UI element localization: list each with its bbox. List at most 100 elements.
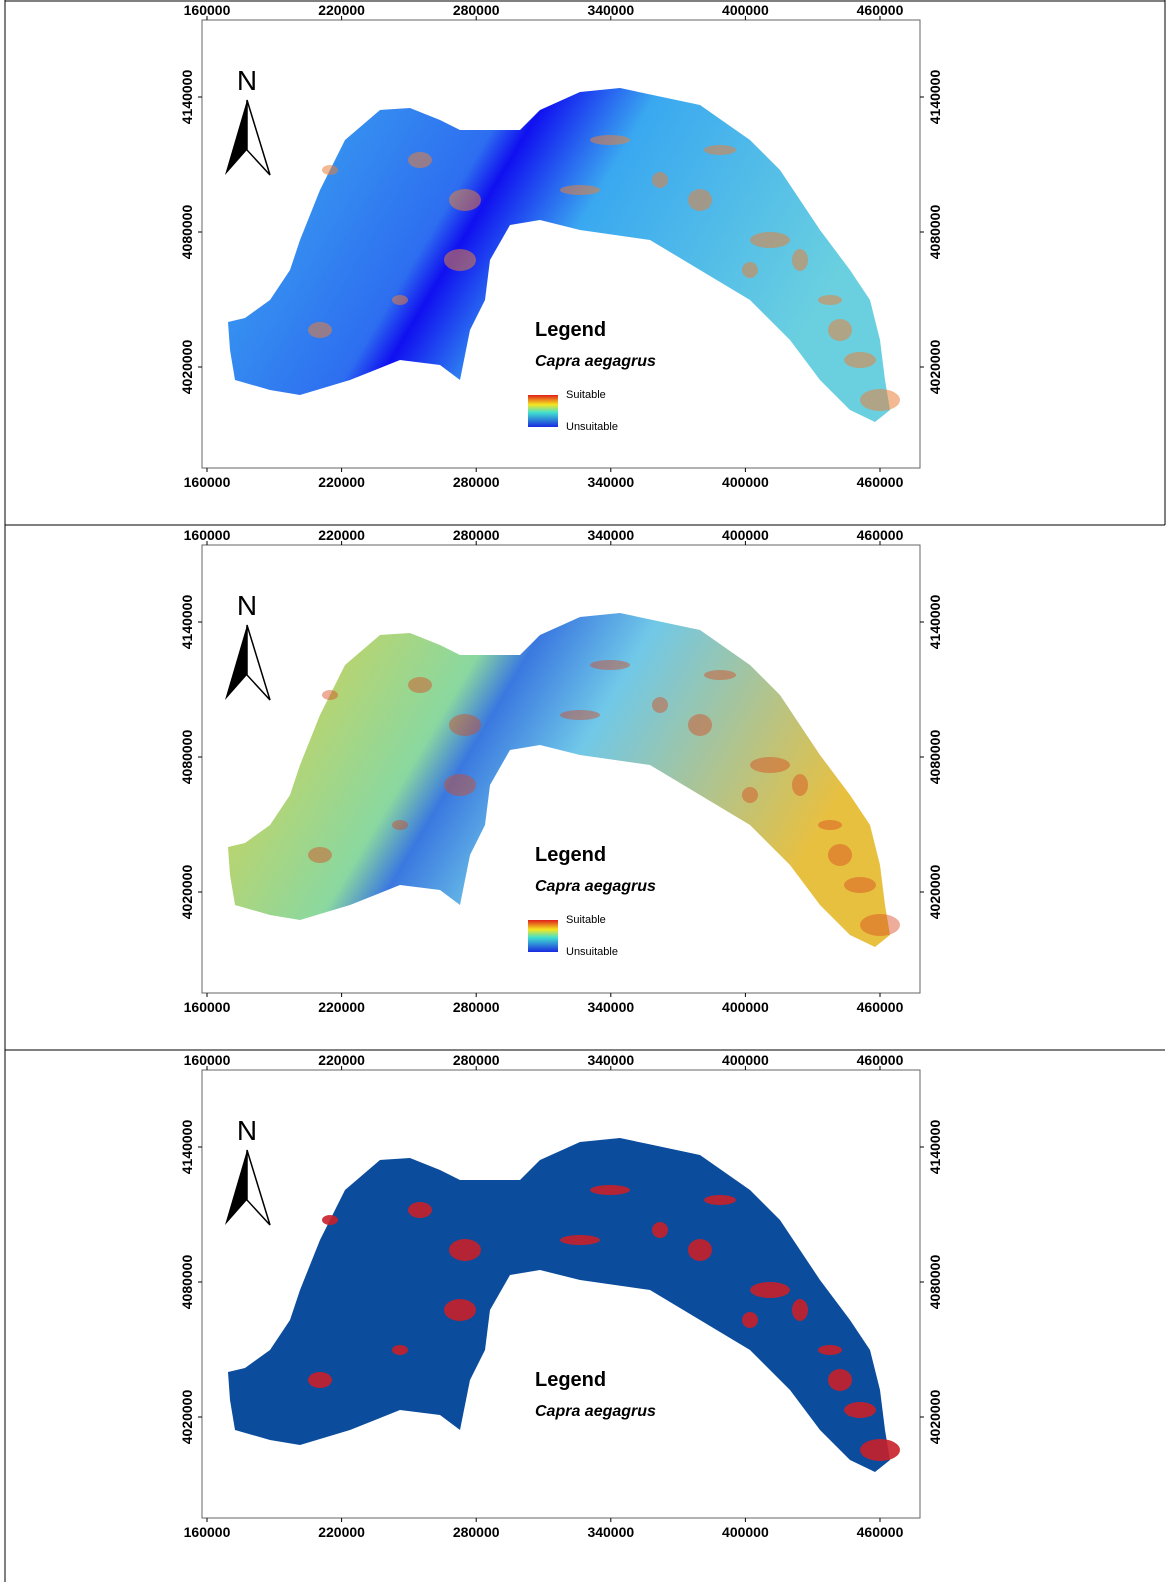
habitat-patch (560, 1235, 600, 1245)
map-panel: 1600002200002800003400004000004600001600… (179, 527, 943, 1015)
y-tick-label: 4140000 (179, 1120, 195, 1175)
habitat-patch (560, 185, 600, 195)
legend-high: Suitable (566, 914, 606, 926)
x-tick-label: 460000 (857, 474, 904, 490)
habitat-patch (590, 135, 630, 145)
x-tick-label: 220000 (318, 1052, 365, 1068)
x-tick-label: 340000 (587, 1524, 634, 1540)
species-name: Capra aegagrus (535, 878, 656, 895)
habitat-patch (688, 1239, 712, 1261)
x-tick-label: 340000 (587, 1052, 634, 1068)
x-tick-label: 340000 (587, 474, 634, 490)
y-tick-label: 4080000 (179, 1255, 195, 1310)
x-tick-label: 280000 (453, 527, 500, 543)
north-label: N (237, 1115, 257, 1146)
x-tick-label: 220000 (318, 999, 365, 1015)
x-tick-label: 280000 (453, 2, 500, 18)
x-tick-label: 220000 (318, 2, 365, 18)
habitat-patch (828, 844, 852, 866)
x-tick-label: 400000 (722, 527, 769, 543)
species-name: Capra aegagrus (535, 1403, 656, 1420)
legend-title: Legend (535, 844, 606, 866)
legend-low: Unsuitable (566, 421, 618, 433)
habitat-patch (322, 165, 338, 175)
habitat-patch (688, 714, 712, 736)
habitat-patch (844, 1402, 876, 1418)
habitat-patch (818, 295, 842, 305)
x-tick-label: 340000 (587, 999, 634, 1015)
x-tick-label: 460000 (857, 527, 904, 543)
x-tick-label: 400000 (722, 474, 769, 490)
habitat-patch (408, 1202, 432, 1218)
north-label: N (237, 65, 257, 96)
habitat-patch (308, 322, 332, 338)
habitat-patch (444, 1299, 476, 1321)
habitat-patch (742, 1312, 758, 1328)
habitat-patch (308, 847, 332, 863)
map-panel: 1600002200002800003400004000004600001600… (179, 2, 943, 490)
habitat-patch (860, 389, 900, 411)
habitat-patch (844, 877, 876, 893)
habitat-patch (742, 262, 758, 278)
habitat-patch (828, 1369, 852, 1391)
habitat-patch (828, 319, 852, 341)
habitat-patch (688, 189, 712, 211)
habitat-patch (392, 295, 408, 305)
habitat-patch (742, 787, 758, 803)
y-tick-label: 4140000 (927, 70, 943, 125)
legend-high: Suitable (566, 389, 606, 401)
y-tick-label: 4020000 (179, 340, 195, 395)
x-tick-label: 160000 (184, 1524, 231, 1540)
x-tick-label: 400000 (722, 2, 769, 18)
y-tick-label: 4020000 (179, 865, 195, 920)
habitat-patch (408, 152, 432, 168)
y-tick-label: 4080000 (927, 1255, 943, 1310)
habitat-patch (792, 1299, 808, 1321)
y-tick-label: 4140000 (179, 595, 195, 650)
habitat-patch (792, 249, 808, 271)
habitat-patch (449, 714, 481, 736)
habitat-patch (750, 232, 790, 248)
map-panel: 160000 220000 280000 340000 400000 460000 1600… (179, 1052, 943, 1540)
x-tick-label: 460000 (857, 1052, 904, 1068)
y-tick-label: 4020000 (179, 1390, 195, 1445)
x-tick-label: 400000 (722, 1052, 769, 1068)
x-tick-label: 400000 (722, 999, 769, 1015)
north-label: N (237, 590, 257, 621)
x-tick-label: 400000 (722, 1524, 769, 1540)
legend-colorbar (528, 395, 558, 427)
habitat-patch (444, 774, 476, 796)
x-tick-label: 220000 (318, 1524, 365, 1540)
habitat-patch (704, 145, 736, 155)
habitat-patch (444, 249, 476, 271)
y-tick-label: 4020000 (927, 865, 943, 920)
species-name: Capra aegagrus (535, 353, 656, 370)
habitat-patch (818, 1345, 842, 1355)
habitat-patch (449, 189, 481, 211)
y-tick-label: 4020000 (927, 340, 943, 395)
x-tick-label: 280000 (453, 999, 500, 1015)
habitat-patch (590, 660, 630, 670)
habitat-patch (792, 774, 808, 796)
y-tick-label: 4020000 (927, 1390, 943, 1445)
x-tick-label: 280000 (453, 1524, 500, 1540)
habitat-patch (652, 172, 668, 188)
habitat-patch (449, 1239, 481, 1261)
y-tick-label: 4080000 (179, 205, 195, 260)
habitat-patch (704, 1195, 736, 1205)
x-tick-label: 460000 (857, 2, 904, 18)
habitat-patch (750, 757, 790, 773)
x-tick-label: 160000 (184, 1052, 231, 1068)
habitat-patch (322, 690, 338, 700)
habitat-patch (860, 1439, 900, 1461)
habitat-patch (652, 1222, 668, 1238)
legend-title: Legend (535, 1369, 606, 1391)
habitat-patch (750, 1282, 790, 1298)
y-tick-label: 4140000 (179, 70, 195, 125)
x-tick-label: 160000 (184, 527, 231, 543)
legend-colorbar (528, 920, 558, 952)
y-tick-label: 4140000 (927, 595, 943, 650)
legend-title: Legend (535, 319, 606, 341)
habitat-patch (844, 352, 876, 368)
habitat-patch (860, 914, 900, 936)
